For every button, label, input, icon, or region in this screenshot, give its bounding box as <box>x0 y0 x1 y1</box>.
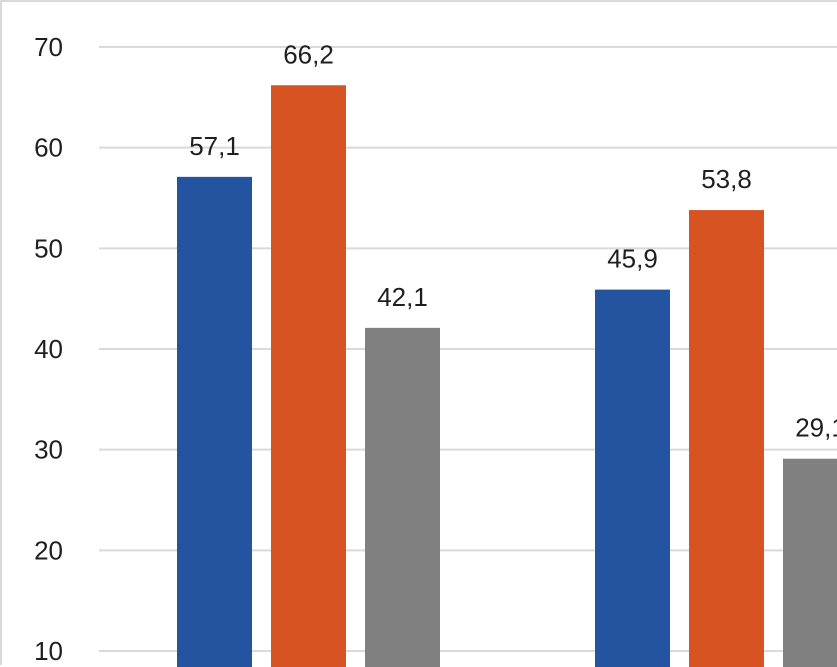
y-tick-label: 10 <box>34 636 63 666</box>
bar-group1-series3 <box>365 327 440 667</box>
data-label-group2-series2: 53,8 <box>701 164 752 194</box>
y-axis: 10 20 30 40 50 60 70 <box>34 32 63 666</box>
bar-group1-series2 <box>271 85 346 667</box>
y-tick-label: 70 <box>34 32 63 62</box>
data-label-group2-series3: 29,1 <box>795 413 837 443</box>
data-label-group1-series1: 57,1 <box>189 131 240 161</box>
y-tick-label: 30 <box>34 435 63 465</box>
bar-group2-series1 <box>595 289 670 667</box>
data-labels: 57,1 66,2 42,1 45,9 53,8 29,1 <box>189 39 837 442</box>
data-label-group1-series2: 66,2 <box>283 39 334 69</box>
data-label-group2-series1: 45,9 <box>607 244 658 274</box>
y-tick-label: 50 <box>34 233 63 263</box>
y-tick-label: 20 <box>34 535 63 565</box>
bar-group2-series3 <box>783 458 837 667</box>
bar-group2-series2 <box>689 210 764 667</box>
y-tick-label: 40 <box>34 334 63 364</box>
data-label-group1-series3: 42,1 <box>377 282 428 312</box>
bars <box>177 85 837 667</box>
bar-group1-series1 <box>177 176 252 667</box>
y-tick-label: 60 <box>34 133 63 163</box>
